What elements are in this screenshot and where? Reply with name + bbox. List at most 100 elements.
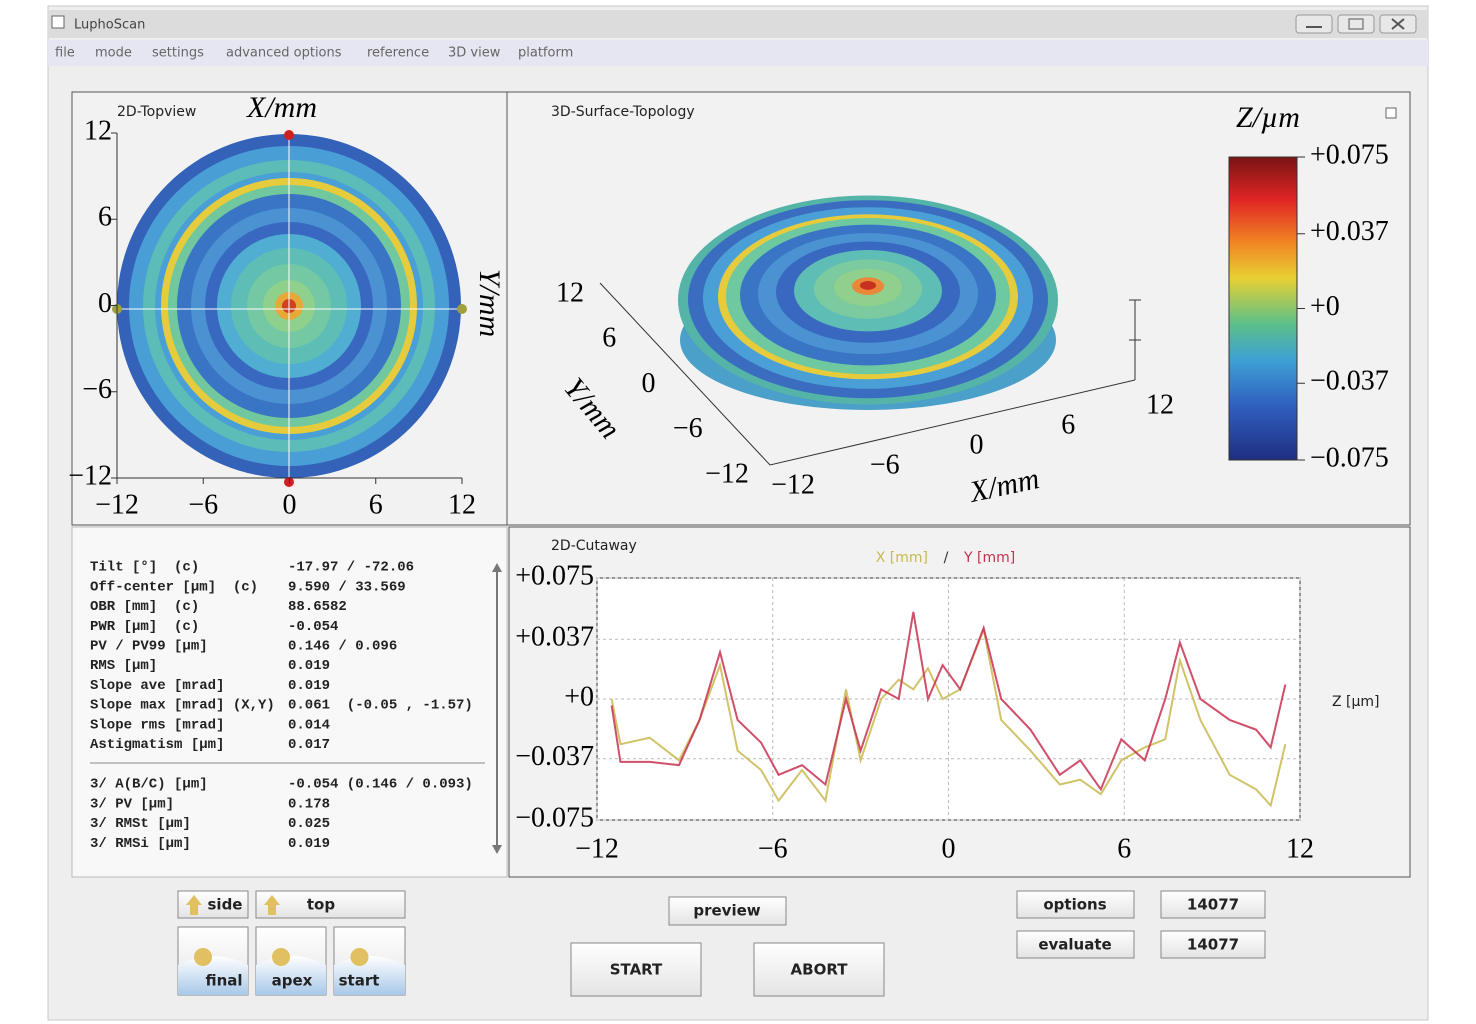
button[interactable] [753,942,885,997]
surface-ring [860,281,876,290]
cutaway-chart: +0.075 +0.037 +0 −0.037 −0.075−12 −6 0 6 12 X [mm… [515,550,1314,864]
y-tick-label: +0.037 [515,622,594,653]
topview-map: −12 −6 0 6 12 12 6 0 −6 −12 [68,115,476,520]
x-tick-label: −6 [870,449,900,480]
button-label[interactable]: 14077 [1187,936,1239,954]
button[interactable] [255,890,406,919]
menu-item[interactable]: advanced options [226,46,342,61]
y-tick-label: −6 [673,413,703,444]
stat-value: 0.019 [288,836,330,852]
y-tick-label: +0.075 [515,560,594,591]
stat-value: 0.061 (-0.05 , -1.57) [288,698,473,714]
stat-label: 3/ RMSi [µm] [90,836,191,852]
close-icon [1391,18,1405,30]
legend-separator: / [944,550,949,566]
maximize-icon [1348,18,1364,30]
y-tick-label: −12 [705,458,749,489]
button[interactable] [1016,930,1135,959]
button-label[interactable]: final [205,972,242,990]
x-tick-label: 12 [1146,389,1174,420]
button-label[interactable]: options [1043,896,1106,914]
menu-item[interactable]: reference [367,46,429,61]
button[interactable] [668,896,787,926]
menu-item[interactable]: file [55,46,75,61]
y-tick-label: 0 [98,288,112,319]
x-tick-label: 0 [942,833,956,864]
series-line [610,611,1287,792]
y-tick-label: 12 [556,277,584,308]
button[interactable] [570,942,702,997]
stat-label: Slope ave [mrad] [90,678,224,694]
panel-toggle[interactable] [1385,107,1397,119]
x-tick-label: 6 [1061,409,1075,440]
button-label[interactable]: start [339,972,380,990]
x-tick-label: 12 [448,489,476,520]
button[interactable] [1160,890,1266,919]
x-tick-label: 12 [1286,833,1314,864]
cutaway-title: 2D-Cutaway [551,538,637,554]
y-tick-label: −0.037 [515,741,594,772]
button-label[interactable]: ABORT [791,961,849,979]
stat-value: 0.017 [288,737,330,753]
y-tick-label: 6 [98,202,112,233]
y-tick-label: +0 [564,681,594,712]
stat-label: Slope rms [mrad] [90,717,224,733]
button-label[interactable]: 14077 [1187,896,1239,914]
button[interactable] [1016,890,1135,919]
y-tick-label: 0 [642,368,656,399]
menu-item[interactable]: 3D view [448,46,501,61]
y-tick-label: −6 [82,374,112,405]
menu-item[interactable]: platform [518,46,573,61]
probe-icon [272,948,290,966]
x-tick-label: 6 [1117,833,1131,864]
menu-bar [48,40,1428,66]
colorbar-tick-label: +0.037 [1310,216,1389,247]
y-tick-label: 6 [602,323,616,354]
button-label[interactable]: apex [272,972,313,990]
stat-label: RMS [µm] [90,658,157,674]
marker [284,130,294,140]
stat-label: OBR [mm] (c) [90,599,199,615]
menu-item[interactable]: mode [95,46,132,61]
colorbar-tick-label: +0 [1310,291,1340,322]
x-tick-label: −12 [575,833,619,864]
probe-icon [194,948,212,966]
probe-icon [350,948,369,966]
y-tick-label: 12 [84,115,112,146]
stat-value: -0.054 [288,619,338,635]
button-label[interactable]: START [610,961,663,979]
stat-value: 0.146 / 0.096 [288,639,397,655]
colorbar-tick-label: +0.075 [1310,139,1389,170]
maximize-button[interactable] [1337,14,1375,34]
button[interactable] [1160,930,1266,959]
button-label[interactable]: side [208,896,243,914]
minimize-button[interactable] [1295,14,1333,34]
stat-value: 0.019 [288,658,330,674]
button-label[interactable]: preview [693,902,760,920]
x-tick-label: −12 [771,469,815,500]
stat-label: PWR [µm] (c) [90,619,199,635]
x-tick-label: 0 [970,429,984,460]
menu-item[interactable]: settings [152,46,204,61]
stat-value: 0.178 [288,796,330,812]
stat-value: 88.6582 [288,599,347,615]
x-tick-label: 6 [369,489,383,520]
stat-label: Off-center [µm] (c) [90,579,258,595]
stats-table: Tilt [°] (c) -17.97 / -72.06 Off-center [µ… [90,560,473,852]
button-area: side top final apex start preview START ABORT op… [177,890,1266,997]
stat-label: Slope max [mrad] (X,Y) [90,698,275,714]
stat-value: 0.025 [288,816,330,832]
colorbar [1228,156,1298,461]
button-label[interactable]: evaluate [1038,936,1111,954]
stat-label: Tilt [°] (c) [90,560,199,576]
arrow-icon [264,895,280,915]
button-label[interactable]: top [307,896,335,914]
x-tick-label: 0 [283,489,297,520]
legend-entry: Y [mm] [963,550,1015,566]
stat-label: 3/ PV [µm] [90,796,174,812]
stat-label: Astigmatism [µm] [90,737,224,753]
x-tick-label: −6 [758,833,788,864]
hill-icon [178,956,248,995]
